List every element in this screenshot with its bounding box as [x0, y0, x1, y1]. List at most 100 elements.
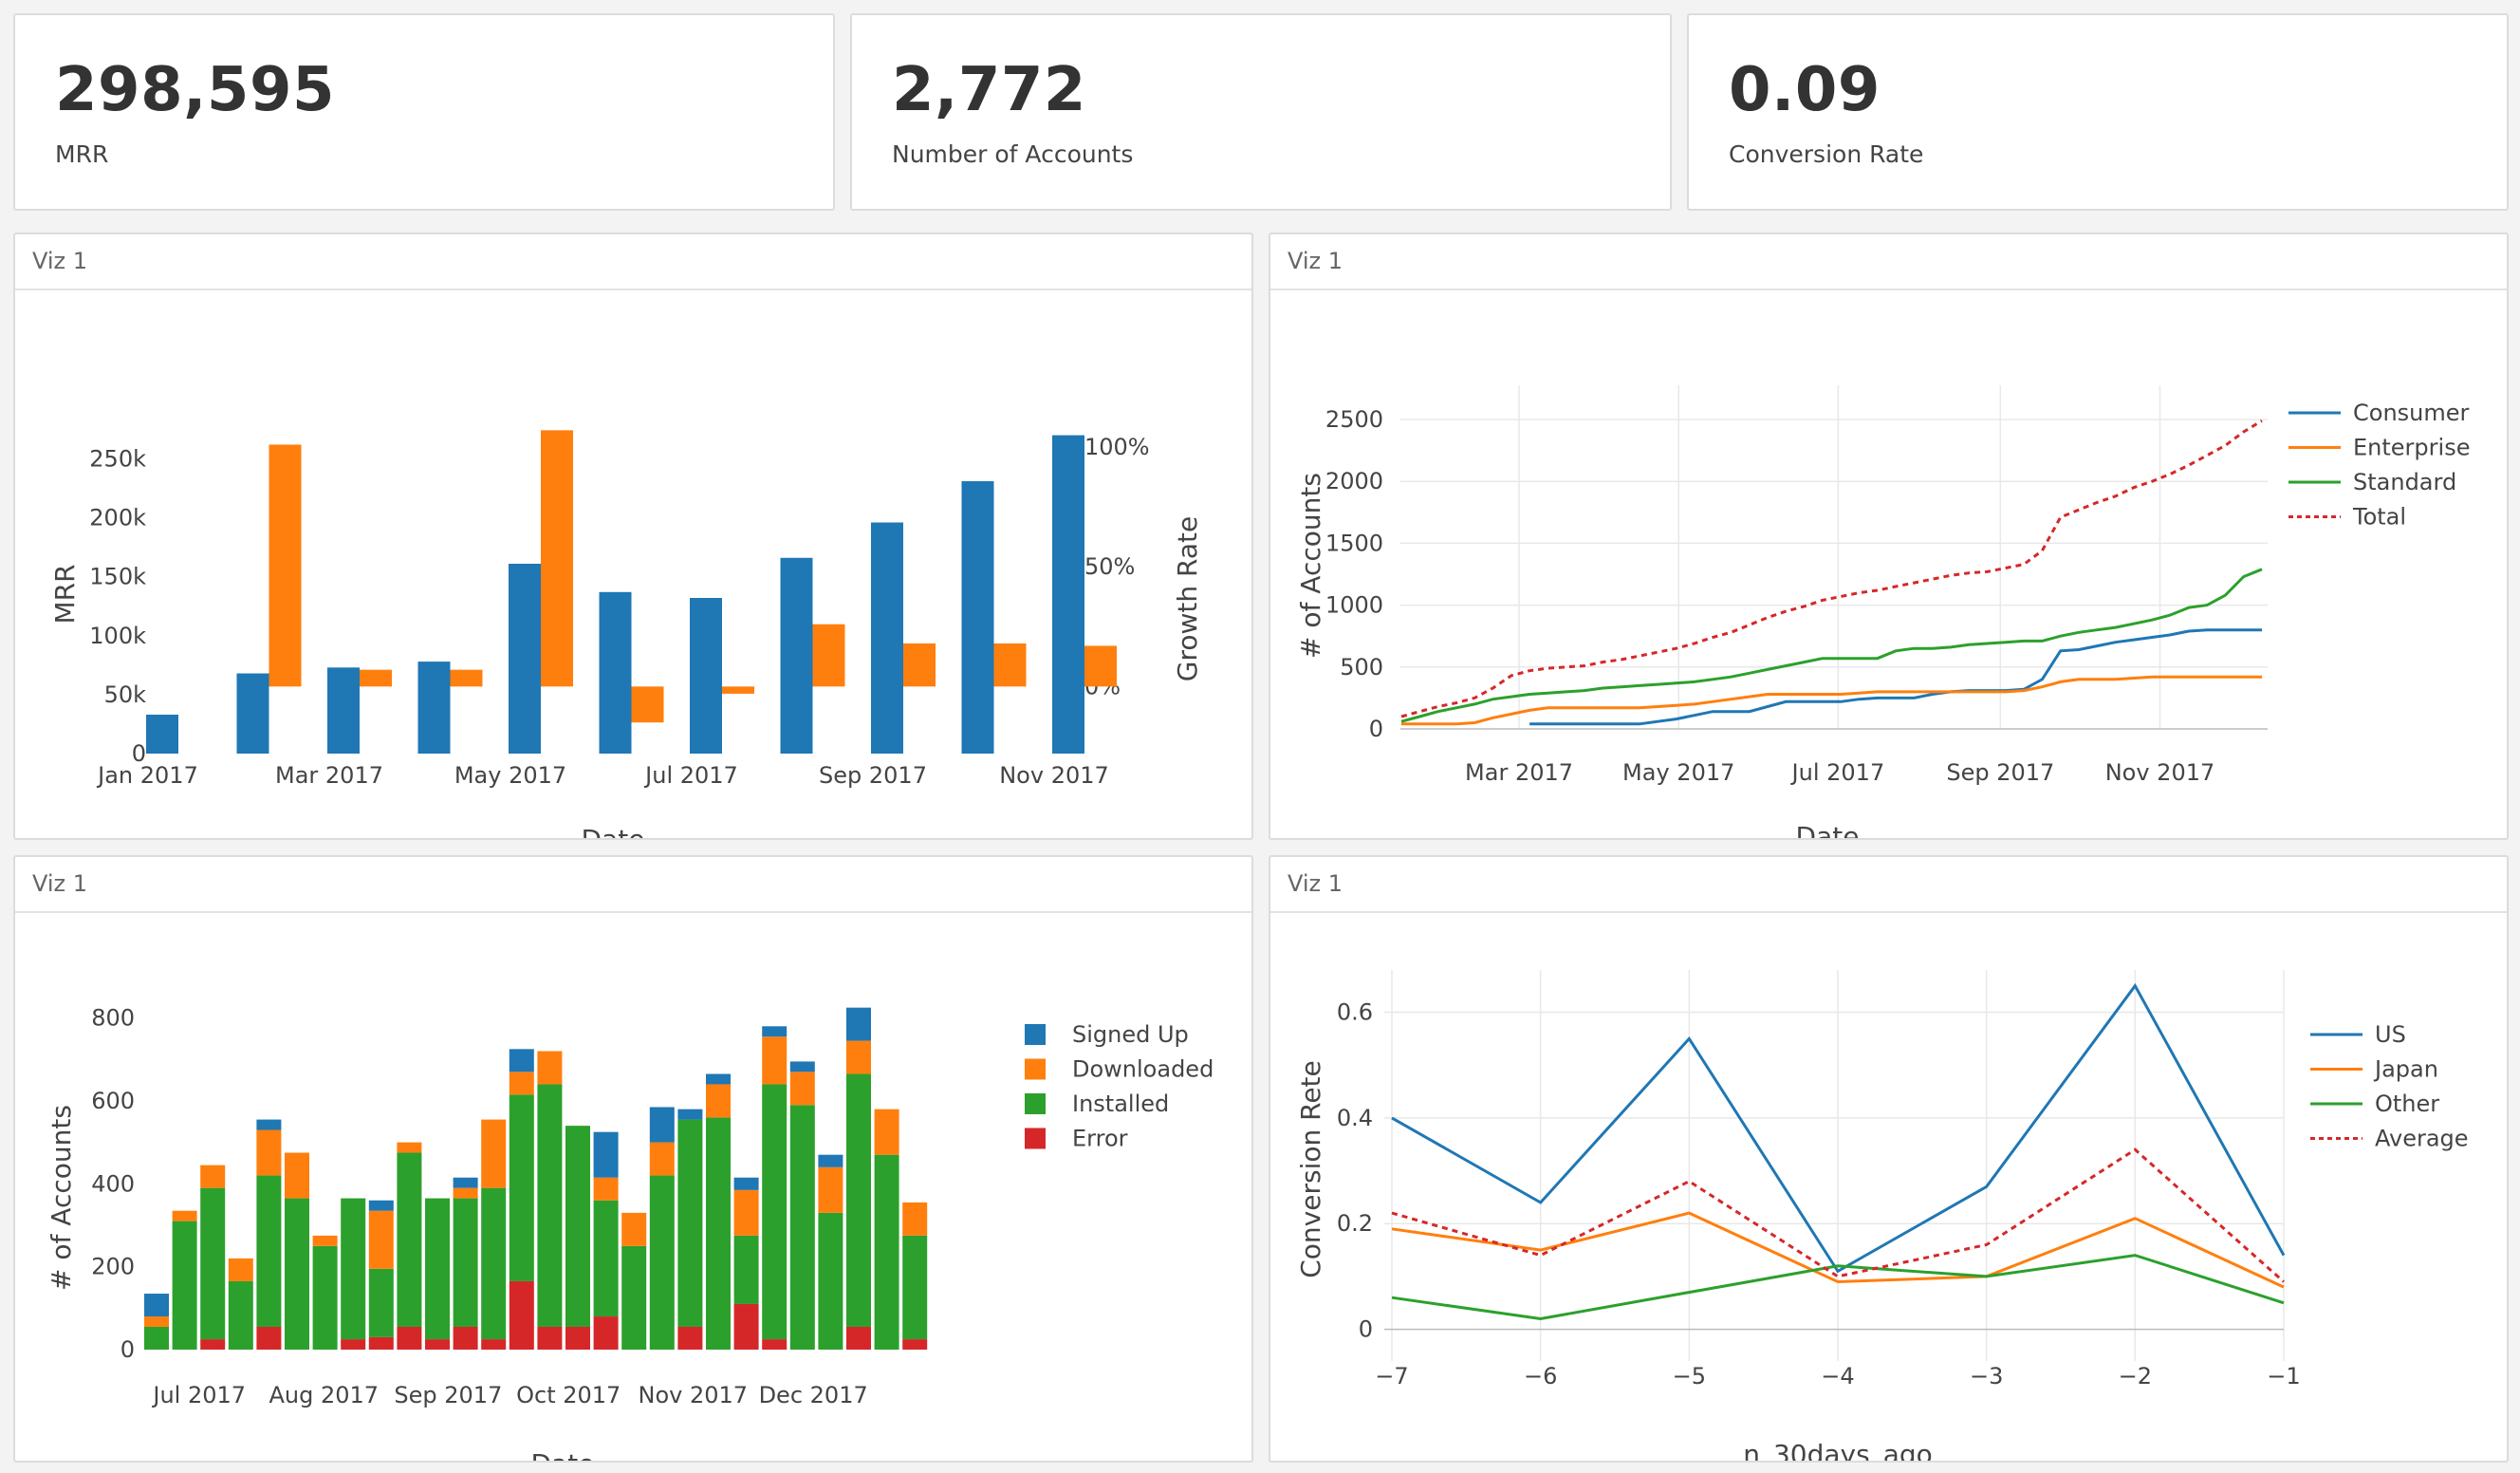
bar-growth-rate — [450, 669, 483, 687]
x-tick-label: −3 — [1970, 1363, 2003, 1389]
bar-segment-installed — [425, 1198, 450, 1340]
y2-tick-label: 100% — [1084, 434, 1150, 460]
bar-segment-downloaded — [172, 1210, 197, 1221]
y2-axis-title: Growth Rate — [1172, 516, 1203, 681]
line-average — [1391, 1147, 2285, 1283]
bar-segment-installed — [846, 1073, 871, 1327]
bar-growth-rate — [812, 624, 845, 687]
x-axis-title: Date — [582, 824, 645, 838]
bar-segment-error — [565, 1326, 590, 1350]
y-tick-label: 150k — [89, 564, 146, 590]
legend-swatch — [1025, 1058, 1046, 1080]
y-tick-label: 200k — [89, 505, 146, 531]
legend-swatch — [1025, 1093, 1046, 1114]
x-tick-label: −4 — [1821, 1363, 1854, 1389]
bar-segment-installed — [537, 1084, 563, 1327]
bar-segment-error — [762, 1339, 788, 1350]
x-tick-label: Sep 2017 — [819, 762, 927, 789]
y-tick-label: 250k — [89, 445, 146, 472]
y-tick-label: 0 — [1369, 716, 1383, 742]
bar-segment-error — [537, 1326, 563, 1350]
panel-funnel-chart: Viz 1 0 200 400 600 800 Jul 2017 Aug 2017 Sep 2… — [13, 855, 1253, 1473]
line-japan — [1391, 1211, 2285, 1289]
bar-segment-signed-up — [368, 1200, 394, 1211]
y-tick-label: 0 — [132, 740, 146, 767]
line-enterprise — [1401, 675, 2262, 726]
bar-segment-installed — [341, 1198, 366, 1340]
bar-segment-signed-up — [733, 1177, 759, 1190]
conversion-line-chart[interactable]: −7 −6 −5 −4 −3 −2 −1 0 0.2 0.4 0.6 n_30days_ago Conv… — [1270, 913, 2507, 1470]
bar-segment-installed — [285, 1198, 309, 1350]
bar-mrr — [780, 557, 813, 754]
y-tick-label: 1500 — [1325, 530, 1383, 556]
panel-title: Viz 1 — [1270, 234, 2507, 290]
bar-segment-error — [368, 1336, 394, 1350]
y-tick-label: 100k — [89, 623, 146, 649]
bar-segment-installed — [789, 1105, 815, 1350]
bar-segment-downloaded — [649, 1142, 675, 1176]
bar-segment-installed — [593, 1200, 619, 1317]
legend-swatch — [1025, 1128, 1046, 1149]
bar-segment-error — [256, 1326, 282, 1350]
panel-title: Viz 1 — [15, 234, 1251, 290]
bar-segment-downloaded — [789, 1072, 815, 1106]
bar-segment-installed — [565, 1126, 590, 1327]
bar-segment-installed — [228, 1280, 253, 1350]
accounts-line-chart[interactable]: Mar 2017 May 2017 Jul 2017 Sep 2017 Nov 2017… — [1270, 290, 2507, 852]
bar-segment-downloaded — [537, 1051, 563, 1085]
panel-mrr-chart: Viz 1 050k100k150k200k250k0%50%100%Jan 2… — [13, 233, 1253, 855]
bar-segment-downloaded — [368, 1210, 394, 1269]
mrr-growth-chart[interactable]: 050k100k150k200k250k0%50%100%Jan 2017Mar… — [15, 290, 1251, 855]
x-tick-label: Oct 2017 — [516, 1382, 621, 1408]
bar-segment-signed-up — [846, 1007, 871, 1041]
bar-segment-signed-up — [453, 1177, 478, 1188]
legend-label-signed-up: Signed Up — [1072, 1021, 1189, 1048]
bar-segment-downloaded — [902, 1202, 928, 1236]
x-tick-label: −7 — [1375, 1363, 1408, 1389]
bar-segment-installed — [397, 1152, 422, 1327]
x-tick-label: −5 — [1673, 1363, 1706, 1389]
y-tick-label: 500 — [1340, 654, 1383, 681]
y-axis-title: # of Accounts — [46, 1105, 77, 1291]
bar-mrr — [599, 591, 632, 754]
bar-segment-installed — [706, 1117, 731, 1350]
kpi-card-conversion: 0.09 Conversion Rate — [1687, 13, 2509, 211]
kpi-card-mrr: 298,595 MRR — [13, 13, 835, 211]
bar-segment-installed — [733, 1235, 759, 1304]
bar-segment-signed-up — [649, 1107, 675, 1143]
y-tick-label: 0 — [120, 1336, 135, 1363]
bar-segment-error — [593, 1316, 619, 1350]
funnel-stacked-bar-chart[interactable]: 0 200 400 600 800 Jul 2017 Aug 2017 Sep 2017 Oct… — [15, 913, 1251, 1473]
panel-conversion-chart: Viz 1 −7 −6 −5 −4 −3 −2 −1 0 0.2 0.4 0.6 n_30days_a… — [1269, 855, 2509, 1470]
bar-segment-downloaded — [285, 1152, 309, 1199]
x-axis-title: Date — [531, 1448, 595, 1461]
bar-growth-rate — [722, 686, 754, 694]
x-tick-label: Nov 2017 — [999, 762, 1109, 789]
bar-growth-rate — [903, 643, 936, 687]
y2-tick-label: 50% — [1084, 553, 1135, 580]
bar-mrr — [509, 563, 541, 754]
bar-segment-installed — [368, 1268, 394, 1337]
panel-title: Viz 1 — [15, 857, 1251, 913]
bar-mrr — [417, 662, 451, 754]
bar-segment-downloaded — [397, 1142, 422, 1153]
line-consumer — [1529, 628, 2262, 726]
y-tick-label: 2500 — [1325, 406, 1383, 433]
bar-mrr — [1052, 435, 1084, 754]
bar-segment-installed — [818, 1212, 843, 1350]
legend-label-us: US — [2375, 1021, 2406, 1048]
legend-swatch — [1025, 1024, 1046, 1045]
y-tick-label: 200 — [91, 1254, 135, 1280]
x-tick-label: Aug 2017 — [269, 1382, 379, 1408]
bar-segment-installed — [144, 1326, 169, 1350]
bar-segment-error — [453, 1326, 478, 1350]
bar-growth-rate — [541, 430, 573, 687]
bar-mrr — [690, 598, 722, 754]
kpi-label: Conversion Rate — [1729, 140, 1924, 168]
bar-segment-signed-up — [706, 1073, 731, 1085]
y-tick-label: 0.6 — [1337, 999, 1373, 1026]
x-tick-label: −6 — [1524, 1363, 1557, 1389]
kpi-label: Number of Accounts — [892, 140, 1134, 168]
bar-segment-signed-up — [509, 1049, 534, 1072]
x-tick-label: Nov 2017 — [2105, 759, 2215, 786]
